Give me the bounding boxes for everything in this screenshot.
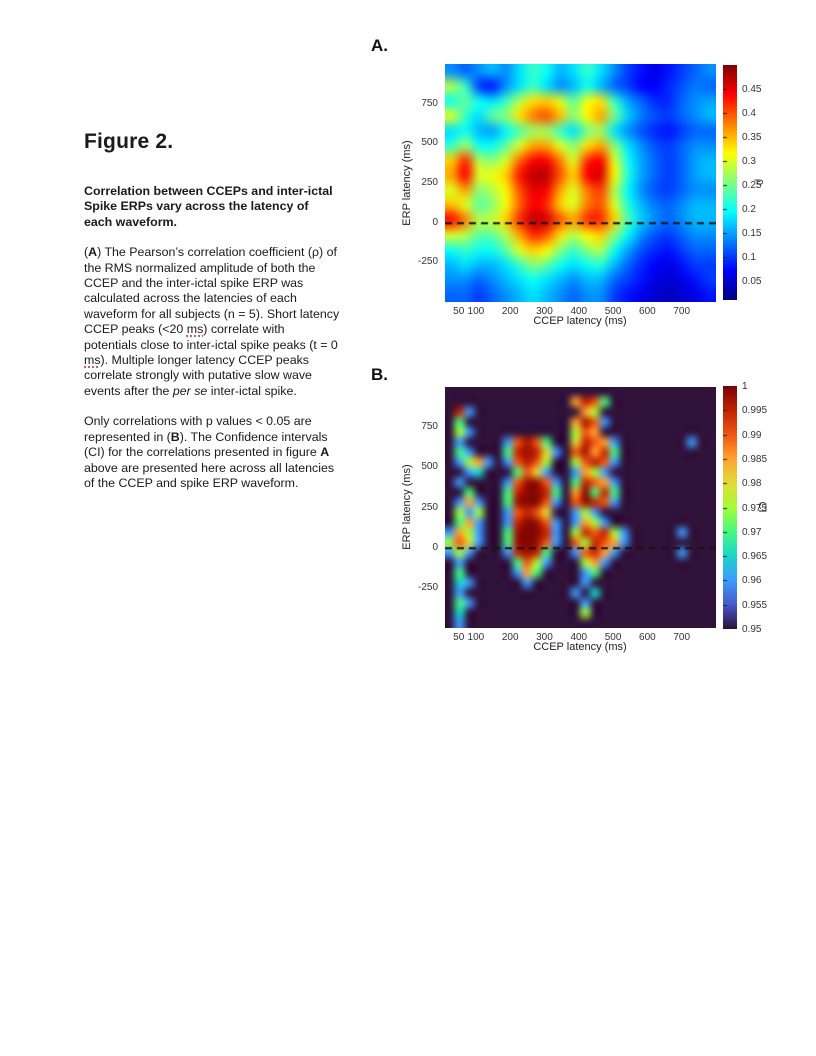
caption-text-segment: ). The Confidence intervals (CI) for the… (84, 429, 328, 460)
panel-b-colorbar-tick: 0.95 (742, 624, 762, 635)
panel-b-y-tick: 0 (432, 541, 438, 553)
figure-title: Figure 2. (84, 130, 174, 153)
caption-text-segment: Correlation between CCEPs and inter-icta… (84, 184, 333, 229)
figure-caption: Figure 2. Correlation between CCEPs and … (84, 130, 340, 506)
panel-a-x-tick: 600 (639, 306, 656, 317)
caption-text-segment: ms (84, 353, 101, 368)
caption-text-segment: B (170, 429, 180, 444)
panel-a-heatmap (445, 64, 716, 302)
caption-text-segment: Only correlations with p values < 0.05 a… (84, 414, 312, 444)
panel-b-colorbar-tick: 0.995 (742, 405, 768, 417)
panel-b-y-axis-label: ERP latency (ms) (401, 464, 413, 550)
caption-text-segment: A (88, 245, 98, 260)
panel-b-colorbar-tick: 1 (742, 381, 748, 392)
panel-a-colorbar-tick: 0.05 (742, 275, 762, 287)
panel-b-colorbar (723, 386, 737, 629)
panel-b-y-tick: 750 (421, 421, 438, 433)
panel-a-colorbar-tick: 0.45 (742, 83, 762, 95)
panel-b-x-tick: 100 (467, 632, 485, 643)
panel-a-colorbar-tick: 0.4 (742, 107, 756, 119)
panel-b-colorbar-tick: 0.96 (742, 575, 762, 587)
panel-a-x-axis-label: CCEP latency (ms) (533, 315, 627, 327)
caption-text-segment: A (320, 445, 330, 460)
panel-b-colorbar-tick: 0.985 (742, 453, 768, 465)
panel-b-x-tick: 300 (536, 632, 553, 643)
panel-a-x-tick: 200 (501, 306, 519, 317)
panel-b-y-tick: -250 (417, 581, 438, 593)
panel-a-y-tick: 500 (421, 137, 438, 149)
caption-text-segment: ms (186, 322, 204, 337)
panel-b-x-tick: 500 (604, 632, 622, 643)
caption-text-segment: ( (84, 245, 89, 260)
panel-a-x-tick: 500 (604, 306, 622, 317)
panel-b-colorbar-tick: 0.98 (742, 478, 762, 490)
caption-paragraph-b: Only correlations with p values < 0.05 a… (84, 414, 340, 491)
caption-text-segment: ) The Pearson’s correlation coefficient … (84, 245, 340, 337)
panel-a-x-tick: 400 (570, 306, 588, 317)
caption-text-segment: per se (172, 383, 208, 398)
panel-a-colorbar-tick: 0.2 (742, 203, 756, 215)
panel-b-y-tick: 250 (421, 501, 438, 513)
panel-b-x-tick: 400 (570, 632, 588, 643)
panel-b-y-tick: 500 (421, 461, 438, 473)
panel-a-x-tick: 100 (467, 306, 485, 317)
panel-a-y-tick: 750 (421, 97, 438, 109)
caption-paragraph-a: (A) The Pearson’s correlation coefficien… (84, 245, 340, 399)
panel-a-colorbar-tick: 0.35 (742, 131, 762, 143)
panel-b-label: B. (371, 365, 388, 384)
panel-a-y-tick: -250 (417, 256, 438, 268)
panel-b-colorbar-tick: 0.97 (742, 526, 762, 538)
panel-b-x-tick: 600 (639, 632, 656, 643)
panel-a-y-tick: 250 (421, 177, 438, 188)
panel-a-y-tick: 0 (432, 216, 438, 228)
panel-a-y-axis-label: ERP latency (ms) (401, 140, 413, 226)
figure-subtitle: Correlation between CCEPs and inter-icta… (84, 184, 340, 230)
panel-a-colorbar-tick: 0.15 (742, 227, 762, 239)
panel-a-colorbar-tick: 0.25 (742, 179, 762, 191)
caption-text-segment: ) correlate with potentials close to int… (84, 322, 338, 352)
panel-a-x-tick: 300 (536, 306, 553, 317)
panel-b-colorbar-tick: 0.99 (742, 429, 762, 441)
caption-text-segment: ). Multiple longer latency CCEP peaks co… (84, 353, 312, 398)
panel-a-colorbar (723, 65, 737, 300)
panel-a-x-tick: 50 (453, 306, 465, 317)
panel-b-x-tick: 50 (453, 632, 465, 643)
caption-text-segment: above are presented here across all late… (84, 460, 335, 490)
panel-a-colorbar-tick: 0.3 (742, 155, 756, 167)
panel-b-heatmap (445, 387, 716, 628)
panel-a-x-tick: 700 (673, 306, 691, 317)
panel-b-x-tick: 200 (501, 632, 519, 643)
panel-b-colorbar-tick: 0.975 (742, 502, 768, 514)
caption-text-segment: inter-ictal spike. (207, 383, 297, 398)
panel-b-x-tick: 700 (673, 632, 691, 643)
panel-a-label: A. (371, 36, 388, 55)
panel-b-x-axis-label: CCEP latency (ms) (533, 641, 627, 653)
panel-b-colorbar-tick: 0.965 (742, 551, 768, 563)
panel-a-colorbar-tick: 0.1 (742, 251, 756, 263)
panel-b-colorbar-tick: 0.955 (742, 599, 768, 611)
